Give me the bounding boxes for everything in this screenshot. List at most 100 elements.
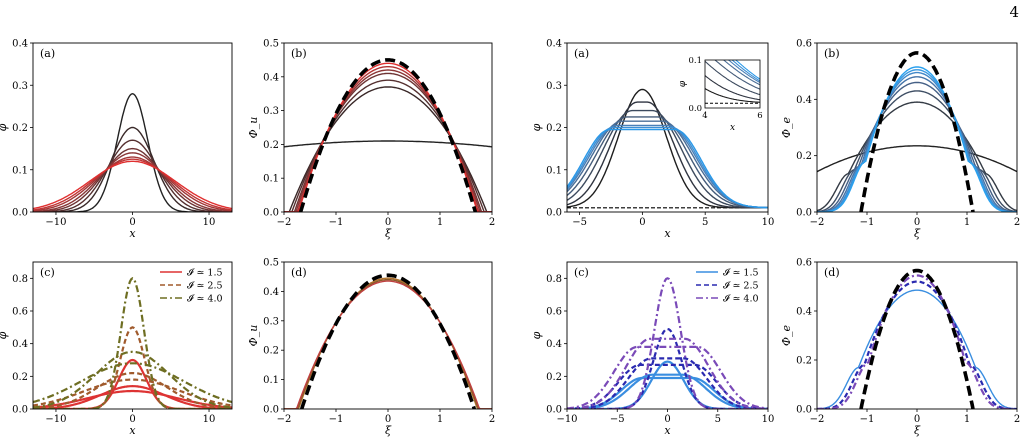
panel-label: (d) [291,266,307,279]
inset-x-label: x [730,123,735,133]
y-tick-label: 0.8 [12,274,28,285]
inset-x-tick-label: 4 [702,111,707,121]
x-tick-label: −10 [556,414,577,425]
chart-panel-R-c: 0.0 0.2 0.4 0.6 0.8 −10 −5 0 5 10 x φ (c) 𝓘 ≃ 1.5 𝓘 ≃ … [530,261,774,437]
y-tick-label: 0.2 [263,346,279,357]
series-line-5 [284,65,492,212]
series-line-4 [33,152,232,212]
x-tick-label: 0 [664,414,670,425]
axes-frame [283,42,493,213]
y-tick-label: 0.4 [546,39,562,50]
inset-series-line-3 [714,60,760,90]
legend-label: 𝓘 ≃ 1.5 [187,268,223,279]
series-line-5 [33,378,232,407]
series-line-7 [33,160,232,210]
reference-dashed-line [298,58,478,212]
series-line-5 [817,71,1017,212]
series-line-0 [284,277,492,409]
x-tick-label: 0 [129,217,135,228]
series-line-4 [817,76,1017,212]
inset-plot-area [705,60,760,104]
series-line-1 [817,101,1017,212]
series-line-7 [817,66,1017,212]
series-line-0 [33,358,232,409]
y-tick-label: 0.1 [263,174,279,185]
inset-panel: 0.0 0.1 4 6 x φ [678,56,763,133]
x-tick-label: −1 [860,414,875,425]
y-axis-label: φ [530,331,543,339]
x-axis-label: ξ [385,424,392,437]
series-line-7 [567,128,768,209]
panel-label: (d) [824,266,840,279]
y-tick-label: 0.6 [546,307,562,318]
y-tick-label: 0.4 [263,72,279,83]
series-line-0 [284,140,492,148]
series-line-6 [284,62,492,212]
series-line-2 [284,79,492,212]
series-line-2 [817,274,1017,409]
legend-label: 𝓘 ≃ 1.5 [723,268,759,279]
chart-panel-R-a: 0.0 0.1 0.2 0.3 0.4 −5 0 5 10 x φ (a) 0.0 0.1 4 6 x φ [530,39,774,241]
series-line-1 [284,278,492,409]
y-tick-label: 0.0 [12,405,28,416]
inset-series-line-2 [705,60,760,96]
series-line-1 [817,280,1017,409]
x-tick-label: −5 [610,414,625,425]
x-tick-label: −2 [810,414,825,425]
series-line-4 [567,357,768,409]
inset-background [705,60,760,108]
x-tick-label: 0 [129,414,135,425]
inset-y-tick-label: 0.0 [688,104,702,114]
x-axis-label: x [129,227,136,240]
series-line-2 [33,139,232,212]
y-tick-label: 0.4 [263,287,279,298]
x-tick-label: 2 [489,414,495,425]
series-line-3 [284,72,492,212]
inset-series-line-0 [705,88,760,103]
y-tick-label: 0.4 [546,339,562,350]
inset-series-line-7 [735,60,760,80]
y-axis-label: φ [0,331,9,339]
y-tick-label: 0.0 [263,405,279,416]
y-tick-label: 0.4 [12,339,28,350]
y-tick-label: 0.2 [12,123,28,134]
series-line-2 [817,90,1017,212]
x-tick-label: 0 [385,414,391,425]
y-tick-label: 0.2 [263,140,279,151]
y-tick-label: 0.1 [12,165,28,176]
panel-label: (a) [40,47,55,60]
x-tick-label: −1 [329,217,344,228]
x-axis-label: ξ [914,424,921,437]
x-tick-label: 10 [203,217,216,228]
y-tick-label: 0.1 [263,375,279,386]
x-tick-label: 0 [914,414,920,425]
y-tick-label: 0.4 [12,39,28,50]
legend-label: 𝓘 ≃ 4.0 [723,294,759,305]
y-tick-label: 0.0 [796,208,812,219]
series-line-6 [33,276,232,409]
x-tick-label: 1 [964,414,970,425]
x-tick-label: 2 [1014,414,1020,425]
inset-series-line-4 [722,60,760,86]
x-tick-label: 10 [203,414,216,425]
y-axis-label: Φ_e [780,324,793,346]
x-axis-label: ξ [385,227,392,240]
series-line-7 [567,337,768,409]
y-tick-label: 0.4 [796,307,812,318]
y-axis-label: φ [0,123,9,131]
y-tick-label: 0.2 [12,372,28,383]
y-tick-label: 0.0 [546,208,562,219]
legend-label: 𝓘 ≃ 2.5 [187,281,223,292]
y-tick-label: 0.5 [263,258,279,269]
inset-series-line-1 [705,75,760,101]
plot-area [567,88,768,209]
panel-label: (b) [291,47,307,60]
inset-series-line-5 [727,60,760,84]
series-line-3 [567,327,768,409]
series-line-7 [33,350,232,409]
series-line-0 [817,289,1017,409]
x-axis-label: x [129,424,136,437]
x-tick-label: 0 [385,217,391,228]
chart-panel-L-a: 0.0 0.1 0.2 0.3 0.4 −10 0 10 x φ (a) [0,39,233,240]
